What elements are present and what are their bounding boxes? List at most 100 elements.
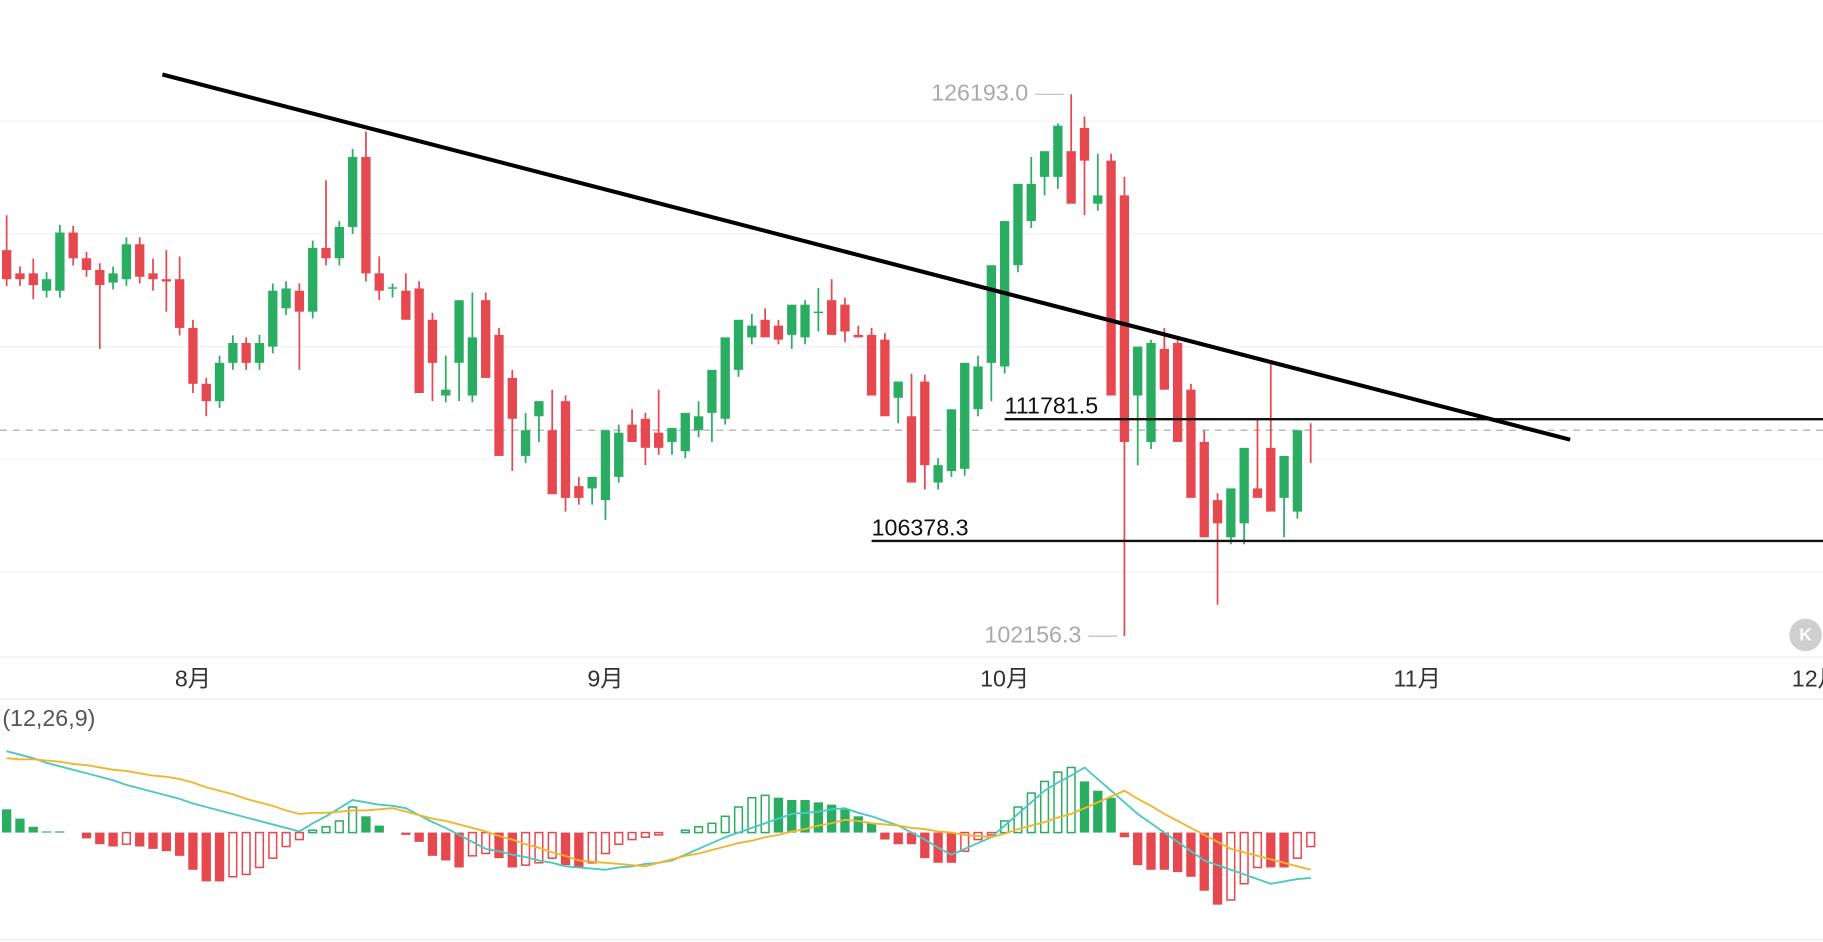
- candle-body: [121, 244, 132, 280]
- candle-body: [640, 418, 651, 448]
- candle-body: [707, 369, 717, 413]
- candle-body: [933, 465, 943, 483]
- macd-bar: [733, 806, 744, 834]
- macd-bar: [174, 832, 185, 856]
- candle-body: [108, 273, 118, 283]
- candle-body: [693, 416, 704, 431]
- candle-body: [268, 290, 278, 347]
- candle-body: [614, 432, 624, 477]
- macd-bar: [800, 800, 810, 833]
- macd-bar: [747, 796, 757, 834]
- candle-body: [627, 424, 637, 442]
- macd-bar: [294, 831, 304, 841]
- macd-bar: [1279, 832, 1289, 868]
- candle-body: [1266, 447, 1276, 512]
- macd-bar: [348, 806, 358, 834]
- macd-bar: [1106, 797, 1116, 833]
- macd-bar: [374, 825, 384, 833]
- candle-body: [893, 381, 903, 398]
- candle-body: [414, 288, 424, 394]
- macd-bar: [41, 831, 52, 833]
- macd-bar: [707, 822, 717, 834]
- candle-body: [334, 226, 344, 259]
- candle-body: [494, 334, 504, 456]
- macd-bar: [135, 832, 145, 847]
- macd-bar: [1079, 781, 1090, 833]
- macd-bar: [1252, 831, 1263, 869]
- candle-body: [800, 304, 810, 338]
- macd-bar: [1093, 790, 1103, 833]
- candle-body: [747, 325, 757, 338]
- candle-body: [1066, 151, 1076, 204]
- candle-body: [973, 366, 983, 410]
- macd-bar: [1159, 832, 1169, 870]
- candle-body: [361, 157, 371, 274]
- x-tick-label: 10月: [980, 665, 1029, 691]
- x-tick-label: 9月: [587, 665, 623, 691]
- x-tick-label: 12月: [1792, 665, 1823, 691]
- macd-bar: [880, 832, 890, 840]
- candle-body: [294, 290, 305, 312]
- macd-bar: [1266, 832, 1276, 868]
- macd-bar: [1186, 832, 1196, 877]
- candle-body: [1, 250, 12, 280]
- candle-body: [946, 409, 957, 472]
- candle-body: [15, 273, 25, 280]
- candle-body: [441, 389, 451, 396]
- candle-body: [214, 362, 225, 402]
- candle-body: [986, 265, 996, 363]
- candle-body: [241, 343, 251, 363]
- macd-bar: [521, 831, 531, 866]
- annotation-label: 126193.0: [931, 79, 1028, 105]
- candle-body: [321, 247, 331, 259]
- macd-bar: [1239, 831, 1249, 885]
- candle-body: [81, 258, 92, 270]
- candle-body: [960, 362, 970, 469]
- candle-body: [720, 337, 730, 419]
- dea-line: [6, 757, 1311, 871]
- candle-body: [188, 327, 198, 384]
- macd-bar: [1212, 832, 1223, 905]
- candle-body: [507, 377, 517, 419]
- candle-body: [1026, 183, 1036, 222]
- macd-bar: [1026, 792, 1036, 834]
- macd-bar: [454, 832, 464, 868]
- candle-body: [587, 476, 597, 489]
- macd-bar: [1172, 832, 1183, 873]
- x-tick-label: 11月: [1393, 665, 1440, 691]
- macd-bar: [188, 832, 198, 870]
- candle-body: [387, 287, 398, 289]
- candle-body: [374, 273, 384, 291]
- candle-body: [41, 279, 52, 291]
- level-label: 111781.5: [1005, 393, 1099, 419]
- candle-body: [654, 432, 664, 448]
- candle-body: [1053, 125, 1063, 177]
- macd-bar: [1146, 832, 1156, 870]
- macd-bar: [853, 816, 863, 833]
- macd-bar: [1292, 831, 1302, 859]
- candle-body: [760, 319, 770, 338]
- macd-bar: [640, 831, 650, 838]
- candle-body: [733, 319, 744, 370]
- macd-bar: [1119, 832, 1130, 838]
- trendline: [161, 72, 1571, 442]
- candle-body: [920, 381, 930, 466]
- candle-body: [281, 288, 291, 309]
- candle-body: [427, 319, 438, 363]
- candle-body: [1146, 343, 1156, 442]
- candle-body: [1159, 348, 1169, 390]
- macd-bar: [906, 832, 917, 845]
- macd-bar: [441, 832, 451, 861]
- macd-bar: [81, 832, 92, 839]
- macd-bar: [547, 831, 557, 859]
- candle-body: [1079, 127, 1090, 161]
- candle-body: [574, 486, 584, 498]
- candle-body: [28, 273, 38, 286]
- candle-body: [520, 430, 531, 456]
- macd-bar: [627, 831, 637, 841]
- badge-circle: [1789, 618, 1822, 652]
- x-tick-label: 8月: [175, 665, 211, 691]
- annotation-label: 102156.3: [984, 621, 1081, 647]
- macd-bar: [654, 831, 664, 836]
